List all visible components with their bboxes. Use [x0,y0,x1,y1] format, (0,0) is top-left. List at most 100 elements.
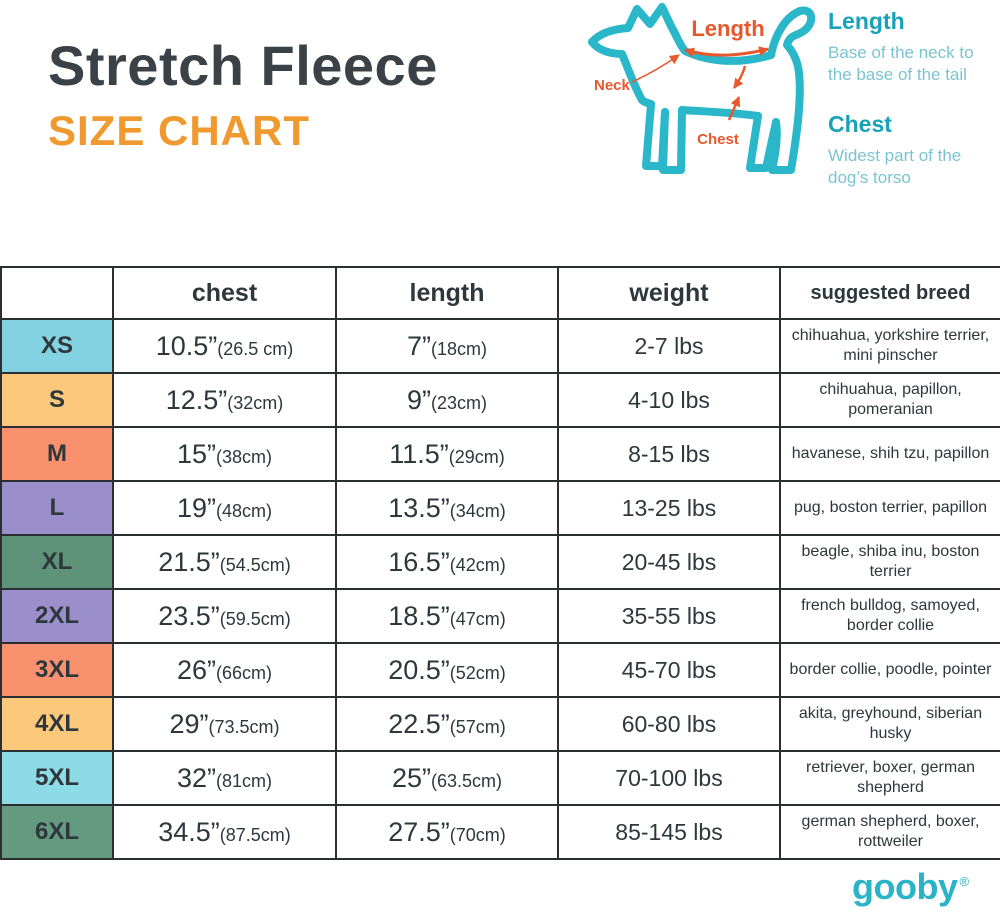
product-title: Stretch Fleece [48,34,438,97]
registered-mark: ® [959,874,969,889]
length-cm-value: (29cm) [448,446,505,467]
length-cm-value: (34cm) [449,500,506,521]
chest-cell: 32”(81cm) [112,750,337,806]
header-size [0,266,114,320]
breed-cell: havanese, shih tzu, papillon [779,426,1000,482]
chest-inches-value: 15” [176,438,216,469]
weight-cell: 60-80 lbs [557,696,781,752]
chest-cm-value: (87.5cm) [219,824,291,845]
breed-cell: chihuahua, yorkshire terrier, mini pinsc… [779,318,1000,374]
size-cell: S [0,372,114,428]
measurement-legend: Length Base of the neck to the base of t… [828,8,998,214]
table-row: 5XL 32”(81cm) 25”(63.5cm) 70-100 lbs ret… [0,750,1000,806]
length-inches-value: 16.5” [388,546,450,577]
chest-cm-value: (38cm) [216,446,273,467]
legend-length-description: Base of the neck to the base of the tail [828,43,974,85]
length-inches-value: 25” [391,762,431,793]
chest-cm-value: (59.5cm) [219,608,291,629]
chest-inches-value: 19” [176,492,216,523]
chart-title: SIZE CHART [48,107,310,154]
chest-inches-value: 21.5” [158,546,220,577]
dog-body-outline [588,3,816,174]
gooby-wordmark: gooby [852,866,958,907]
legend-length-heading: Length [828,8,905,34]
table-row: S 12.5”(32cm) 9”(23cm) 4-10 lbs chihuahu… [0,372,1000,428]
weight-cell: 2-7 lbs [557,318,781,374]
table-row: 3XL 26”(66cm) 20.5”(52cm) 45-70 lbs bord… [0,642,1000,698]
chest-cm-value: (32cm) [227,392,284,413]
chest-cm-value: (73.5cm) [208,716,280,737]
table-row: M 15”(38cm) 11.5”(29cm) 8-15 lbs havanes… [0,426,1000,482]
legend-item-length: Length Base of the neck to the base of t… [828,8,998,87]
header-weight: weight [557,266,781,320]
size-cell: 2XL [0,588,114,644]
chest-cm-value: (66cm) [216,662,273,683]
weight-cell: 8-15 lbs [557,426,781,482]
length-cm-value: (70cm) [449,824,506,845]
length-cell: 16.5”(42cm) [335,534,559,590]
chest-inches-value: 10.5” [155,330,218,361]
size-cell: 4XL [0,696,114,752]
chest-inches-value: 29” [169,708,209,739]
chest-cell: 10.5”(26.5 cm) [112,318,337,374]
gooby-logo: gooby ® [852,866,969,908]
length-arrow [684,46,769,58]
length-cm-value: (42cm) [449,554,506,575]
length-inches-value: 22.5” [388,708,450,739]
chest-cell: 12.5”(32cm) [112,372,337,428]
length-cell: 20.5”(52cm) [335,642,559,698]
legend-item-chest: Chest Widest part of the dog’s torso [828,111,998,190]
length-inches-value: 20.5” [388,654,450,685]
length-cm-value: (57cm) [449,716,506,737]
table-row: 2XL 23.5”(59.5cm) 18.5”(47cm) 35-55 lbs … [0,588,1000,644]
size-cell: 5XL [0,750,114,806]
chest-cell: 26”(66cm) [112,642,337,698]
length-inches-value: 27.5” [388,816,450,847]
length-inches-value: 9” [406,384,431,415]
length-inches-value: 7” [406,330,431,361]
legend-chest-heading: Chest [828,110,892,137]
length-cm-value: (18cm) [431,338,488,359]
chest-inches-value: 32” [176,762,216,793]
length-cm-value: (23cm) [431,392,488,413]
breed-cell: pug, boston terrier, papillon [779,480,1000,536]
length-cell: 11.5”(29cm) [335,426,559,482]
length-cell: 7”(18cm) [335,318,559,374]
length-label: Length [691,16,764,41]
dog-outline-illustration: Length Neck Chest [588,3,816,174]
measurement-arrows [631,46,769,121]
chest-cell: 29”(73.5cm) [112,696,337,752]
chest-cell: 34.5”(87.5cm) [112,804,337,860]
breed-cell: retriever, boxer, german shepherd [779,750,1000,806]
weight-cell: 13-25 lbs [557,480,781,536]
length-cell: 18.5”(47cm) [335,588,559,644]
length-cm-value: (47cm) [449,608,506,629]
chest-cm-value: (54.5cm) [219,554,291,575]
table-row: XS 10.5”(26.5 cm) 7”(18cm) 2-7 lbs chihu… [0,318,1000,374]
size-table-body: XS 10.5”(26.5 cm) 7”(18cm) 2-7 lbs chihu… [0,318,1000,860]
chest-label: Chest [697,131,739,148]
size-cell: 3XL [0,642,114,698]
chest-inches-value: 26” [176,654,216,685]
length-cell: 9”(23cm) [335,372,559,428]
length-cm-value: (63.5cm) [431,770,503,791]
chest-cell: 15”(38cm) [112,426,337,482]
weight-cell: 4-10 lbs [557,372,781,428]
chest-cell: 23.5”(59.5cm) [112,588,337,644]
chest-cm-value: (48cm) [216,500,273,521]
chest-cell: 21.5”(54.5cm) [112,534,337,590]
weight-cell: 35-55 lbs [557,588,781,644]
header-chest: chest [112,266,337,320]
length-inches-value: 11.5” [389,438,449,469]
chest-inches-value: 34.5” [158,816,220,847]
chest-cell: 19”(48cm) [112,480,337,536]
breed-cell: french bulldog, samoyed, border collie [779,588,1000,644]
breed-cell: akita, greyhound, siberian husky [779,696,1000,752]
table-row: XL 21.5”(54.5cm) 16.5”(42cm) 20-45 lbs b… [0,534,1000,590]
chest-inches-value: 23.5” [158,600,220,631]
neck-label: Neck [594,77,631,94]
size-cell: XL [0,534,114,590]
length-cm-value: (52cm) [449,662,506,683]
header-row: chest length weight suggested breed [0,266,1000,320]
length-cell: 13.5”(34cm) [335,480,559,536]
